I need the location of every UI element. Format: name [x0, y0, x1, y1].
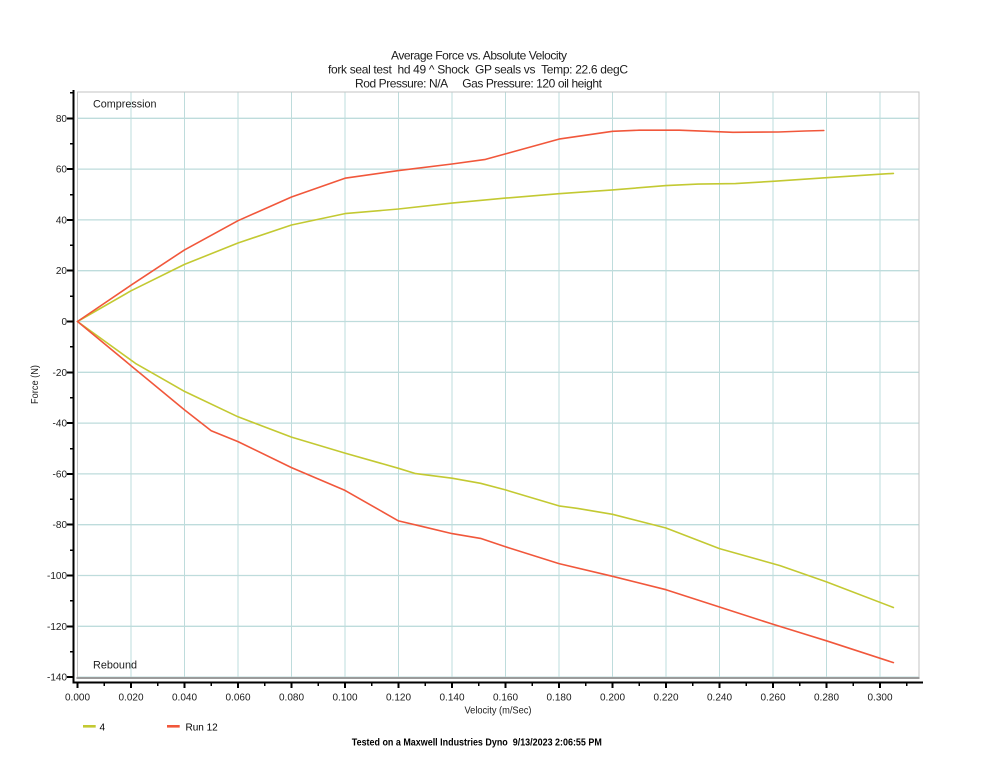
svg-text:0: 0 — [61, 317, 67, 328]
svg-text:0.060: 0.060 — [226, 693, 251, 704]
svg-text:-80: -80 — [53, 520, 68, 531]
svg-text:0.240: 0.240 — [707, 693, 732, 704]
svg-text:-40: -40 — [53, 419, 68, 430]
svg-text:Tested on a Maxwell Industries: Tested on a Maxwell Industries Dyno 9/13… — [352, 737, 602, 749]
svg-text:-140: -140 — [47, 673, 67, 684]
svg-text:0.080: 0.080 — [279, 693, 304, 704]
svg-text:Run 12: Run 12 — [186, 723, 219, 734]
svg-text:0.300: 0.300 — [868, 693, 893, 704]
svg-text:20: 20 — [56, 266, 68, 277]
svg-text:60: 60 — [56, 165, 68, 176]
svg-text:Compression: Compression — [93, 99, 157, 111]
svg-text:0.180: 0.180 — [547, 693, 572, 704]
svg-text:Velocity (m/Sec): Velocity (m/Sec) — [465, 706, 532, 717]
svg-text:0.040: 0.040 — [172, 693, 197, 704]
svg-text:-60: -60 — [53, 469, 68, 480]
svg-text:fork seal test hd 49 ^ Shock: fork seal test hd 49 ^ Shock GP seals vs… — [328, 63, 628, 77]
svg-text:0.160: 0.160 — [493, 693, 518, 704]
svg-text:Force (N): Force (N) — [29, 365, 41, 404]
svg-text:Rebound: Rebound — [93, 660, 137, 672]
svg-text:0.020: 0.020 — [119, 693, 144, 704]
svg-text:0.260: 0.260 — [761, 693, 786, 704]
svg-text:0.280: 0.280 — [814, 693, 839, 704]
svg-text:-20: -20 — [53, 368, 68, 379]
svg-text:0.100: 0.100 — [333, 693, 358, 704]
svg-text:-120: -120 — [47, 622, 67, 633]
svg-text:0.140: 0.140 — [440, 693, 465, 704]
svg-text:0.220: 0.220 — [654, 693, 679, 704]
svg-text:0.120: 0.120 — [386, 693, 411, 704]
svg-text:Rod Pressure: N/A Gas Pres: Rod Pressure: N/A Gas Pressure: 120 oil … — [355, 77, 603, 91]
svg-text:40: 40 — [56, 215, 68, 226]
svg-text:4: 4 — [100, 723, 106, 734]
svg-text:0.000: 0.000 — [65, 693, 90, 704]
svg-text:Average Force vs. Absolute Vel: Average Force vs. Absolute Velocity — [391, 49, 567, 63]
svg-text:0.200: 0.200 — [600, 693, 625, 704]
svg-text:80: 80 — [56, 114, 68, 125]
svg-text:-100: -100 — [47, 571, 67, 582]
